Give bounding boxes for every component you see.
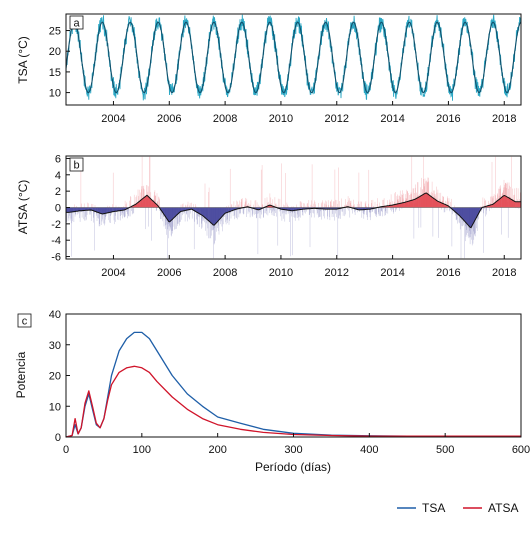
- panel-b-x-ticks: 2004 2006 2008 2010 2012 2014 2016 2018: [101, 255, 516, 279]
- panel-a-y-ticks: 10 15 20 25: [49, 26, 70, 100]
- panel-b-y-tick-label: -2: [51, 219, 61, 231]
- panel-a-x-tick-label: 2008: [213, 113, 237, 125]
- panel-b-y-axis-label: ATSA (°C): [16, 180, 30, 235]
- panel-b-plot-area: [65, 156, 522, 259]
- panel-c-x-tick-label: 500: [436, 444, 454, 456]
- panel-b-y-ticks: -6 -4 -2 0 2 4 6: [51, 153, 70, 264]
- atsa-negative-fill: [66, 207, 521, 228]
- panel-a-frame: [65, 13, 522, 106]
- panel-a-x-ticks: 2004 2006 2008 2010 2012 2014 2016 2018: [101, 101, 516, 125]
- panel-b-x-tick-label: 2006: [157, 267, 181, 279]
- panel-c-y-axis-label: Potencia: [14, 351, 28, 398]
- panel-a-label: a: [73, 18, 80, 30]
- panel-c-y-tick-label: 0: [55, 432, 61, 444]
- atsa-smoothed-series-line: [66, 192, 521, 229]
- panel-a-y-tick-label: 25: [49, 26, 61, 38]
- panel-b-y-tick-label: -6: [51, 252, 61, 264]
- panel-b-x-tick-label: 2010: [269, 267, 293, 279]
- tsa-power-spectrum-line: [65, 331, 521, 438]
- panel-a-x-tick-label: 2010: [269, 113, 293, 125]
- legend-atsa-label: ATSA: [488, 501, 518, 515]
- panel-c-x-ticks: 0 100 200 300 400 500 600: [63, 433, 530, 456]
- panel-a-x-tick-label: 2014: [380, 113, 404, 125]
- panel-c-y-tick-label: 10: [49, 401, 61, 413]
- panel-a-x-tick-label: 2018: [492, 113, 516, 125]
- tsa-daily-series-line: [65, 14, 522, 101]
- tsa-smoothed-series-line: [65, 21, 522, 94]
- panel-c-plot-area: [65, 331, 521, 438]
- panel-a-plot-area: [65, 14, 522, 101]
- panel-b-y-tick-label: 2: [55, 186, 61, 198]
- panel-b-y-tick-label: 4: [55, 170, 61, 182]
- panel-c-y-tick-label: 40: [49, 309, 61, 321]
- panel-b-y-tick-label: 6: [55, 153, 61, 165]
- panel-b-x-tick-label: 2004: [101, 267, 125, 279]
- panel-c-x-tick-label: 200: [208, 444, 226, 456]
- panel-a-y-axis-label: TSA (°C): [16, 36, 30, 83]
- panel-a-x-tick-label: 2012: [325, 113, 349, 125]
- panel-c-x-tick-label: 400: [360, 444, 378, 456]
- panel-b-x-tick-label: 2012: [325, 267, 349, 279]
- legend: TSA ATSA: [397, 501, 518, 515]
- panel-b-label-box: [69, 157, 84, 172]
- panel-b-y-tick-label: 0: [55, 203, 61, 215]
- panel-c-x-axis-label: Período (días): [255, 460, 331, 474]
- panel-a-x-tick-label: 2004: [101, 113, 125, 125]
- legend-tsa-label: TSA: [422, 501, 445, 515]
- panel-c-y-ticks: 0 10 20 30 40: [49, 309, 70, 444]
- panel-c-label-box: [17, 313, 32, 328]
- panel-c-y-tick-label: 20: [49, 371, 61, 383]
- panel-a-x-tick-label: 2006: [157, 113, 181, 125]
- panel-b-y-tick-label: -4: [51, 235, 61, 247]
- panel-a-y-tick-label: 20: [49, 46, 61, 58]
- panel-b-x-tick-label: 2018: [492, 267, 516, 279]
- panel-b-label: b: [73, 160, 79, 172]
- panel-b-x-tick-label: 2016: [436, 267, 460, 279]
- atsa-power-spectrum-line: [65, 365, 521, 438]
- panel-c-x-tick-label: 600: [512, 444, 530, 456]
- atsa-positive-fill: [66, 193, 521, 208]
- panel-c-x-tick-label: 300: [284, 444, 302, 456]
- panel-a-x-tick-label: 2016: [436, 113, 460, 125]
- panel-b: b -6 -4 -2 0 2 4 6 2004 2006 2008 2010 2012 2014 201…: [16, 153, 522, 279]
- panel-b-x-tick-label: 2014: [380, 267, 404, 279]
- panel-b-x-tick-label: 2008: [213, 267, 237, 279]
- panel-c-x-tick-label: 100: [133, 444, 151, 456]
- panel-a-label-box: [69, 15, 84, 30]
- panel-c-label: c: [22, 316, 28, 328]
- panel-a-y-tick-label: 15: [49, 67, 61, 79]
- panel-c-x-tick-label: 0: [63, 444, 69, 456]
- panel-a-y-tick-label: 10: [49, 88, 61, 100]
- panel-c-y-tick-label: 30: [49, 340, 61, 352]
- panel-c: c 0 10 20 30 40 0 100 200 300 400 500 600 Potencia…: [14, 309, 530, 474]
